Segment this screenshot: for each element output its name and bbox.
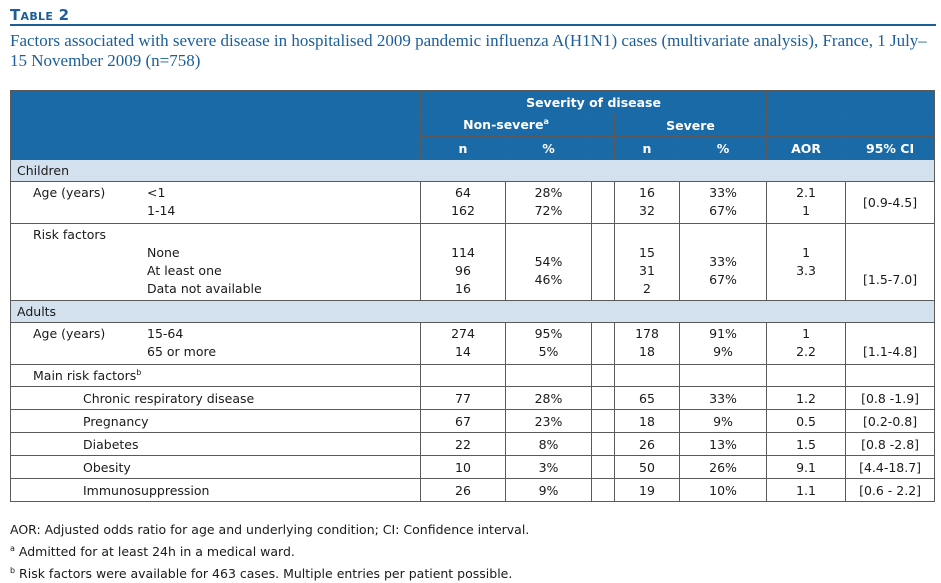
adults-age-ns-n: 274 14 xyxy=(420,322,506,365)
header-blank-aor xyxy=(766,90,847,114)
table-row: Pregnancy 67 23% 18 9% 0.5 [0.2-0.8] xyxy=(10,409,936,433)
table-row: Risk factors None At least one Data not av… xyxy=(10,223,936,301)
table-footnotes: AOR: Adjusted odds ratio for age and und… xyxy=(10,520,529,583)
table-row: Age (years) 15-64 65 or more 274 14 95% 5% … xyxy=(10,322,936,365)
risk-label: Pregnancy xyxy=(10,409,421,433)
risk-label: Immunosuppression xyxy=(10,478,421,502)
children-age-aor: 2.1 1 xyxy=(766,181,847,224)
children-risk-s-pct: 33% 67% xyxy=(678,223,768,301)
header-s-pct: % xyxy=(678,136,768,160)
children-risk-ci: [1.5-7.0] xyxy=(845,223,936,301)
header-gap xyxy=(591,113,615,137)
header-blank-aor-2 xyxy=(766,113,847,137)
results-table: Severity of disease Non-severea Severe n… xyxy=(9,90,936,502)
children-risk-s-n: 15 31 2 xyxy=(614,223,680,301)
children-risk-aor: 1 3.3 xyxy=(766,223,847,301)
table-row: Age (years) <1 1-14 64 162 28% 72% 16 32 33%… xyxy=(10,181,936,224)
table-row: Main risk factorsb xyxy=(10,364,936,387)
header-blank xyxy=(10,90,421,160)
children-age-s-pct: 33% 67% xyxy=(678,181,768,224)
row-label-children-age: Age (years) <1 1-14 xyxy=(10,181,421,224)
title-rule xyxy=(10,24,936,26)
table-caption: Factors associated with severe disease i… xyxy=(10,31,927,70)
header-ns-pct: % xyxy=(505,136,592,160)
table-label: Table 2 xyxy=(10,6,70,24)
risk-label: Chronic respiratory disease xyxy=(10,386,421,410)
adults-age-ci: [1.1-4.8] xyxy=(845,322,936,365)
table-row: Chronic respiratory disease 77 28% 65 33… xyxy=(10,386,936,410)
children-age-s-n: 16 32 xyxy=(614,181,680,224)
adults-age-aor: 1 2.2 xyxy=(766,322,847,365)
row-label-adults-age: Age (years) 15-64 65 or more xyxy=(10,322,421,365)
header-non-severe: Non-severea xyxy=(420,113,592,137)
children-risk-ns-n: 114 96 16 xyxy=(420,223,506,301)
children-age-ns-n: 64 162 xyxy=(420,181,506,224)
row-label-children-risk: Risk factors None At least one Data not av… xyxy=(10,223,421,301)
header-ci: 95% CI xyxy=(845,136,936,160)
adults-age-ns-pct: 95% 5% xyxy=(505,322,592,365)
section-children: Children xyxy=(9,159,936,182)
footnote-abbreviations: AOR: Adjusted odds ratio for age and und… xyxy=(10,522,530,537)
header-blank-ci xyxy=(845,90,936,114)
footnote-b: b Risk factors were available for 463 ca… xyxy=(10,566,513,582)
children-age-ci: [0.9-4.5] xyxy=(845,181,936,224)
header-severity: Severity of disease xyxy=(419,90,768,114)
table-row: Immunosuppression 26 9% 19 10% 1.1 [0.6 … xyxy=(10,478,936,502)
header-aor: AOR xyxy=(766,136,847,160)
header-blank-ci-2 xyxy=(845,113,936,137)
header-ns-n: n xyxy=(420,136,506,160)
header-severe: Severe xyxy=(613,113,768,137)
children-risk-ns-pct: 54% 46% xyxy=(505,223,592,301)
header-gap-2 xyxy=(591,136,615,160)
adults-age-s-pct: 91% 9% xyxy=(678,322,768,365)
children-age-ns-pct: 28% 72% xyxy=(505,181,592,224)
row-label-main-risk: Main risk factorsb xyxy=(10,364,421,387)
table-row: Diabetes 22 8% 26 13% 1.5 [0.8 -2.8] xyxy=(10,432,936,456)
section-adults: Adults xyxy=(9,300,936,323)
adults-age-s-n: 178 18 xyxy=(614,322,680,365)
risk-label: Obesity xyxy=(10,455,421,479)
risk-label: Diabetes xyxy=(10,432,421,456)
table-row: Obesity 10 3% 50 26% 9.1 [4.4-18.7] xyxy=(10,455,936,479)
footnote-a: a Admitted for at least 24h in a medical… xyxy=(10,544,295,560)
header-s-n: n xyxy=(614,136,680,160)
